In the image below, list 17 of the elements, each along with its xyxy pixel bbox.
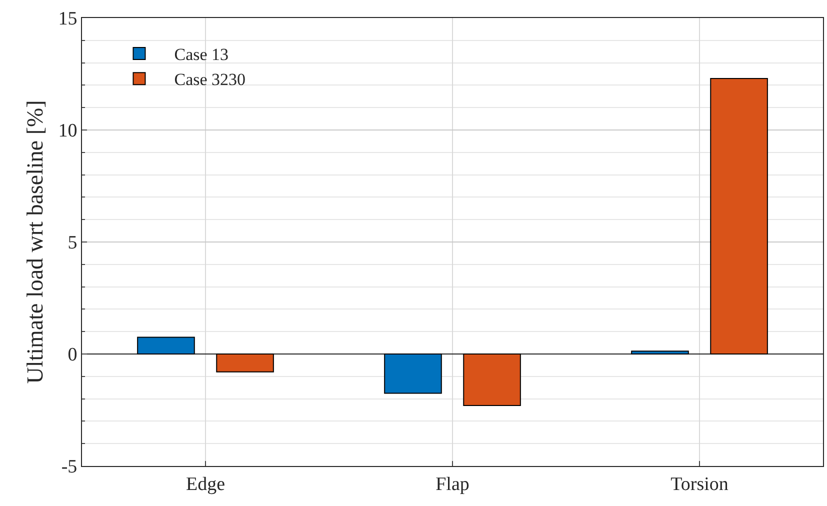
y-tick-label: 5 [68,232,78,254]
x-tick-label: Torsion [670,474,729,495]
x-tick-label: Edge [186,474,226,495]
x-tick-label: Flap [436,474,470,495]
legend-label: Case 3230 [174,70,246,90]
bar [137,336,195,354]
y-tick-label: 15 [58,8,78,30]
y-axis-title: Ultimate load wrt baseline [%] [22,100,48,384]
bar [631,350,689,354]
y-tick-label: 0 [68,344,78,366]
y-tick-label: 10 [58,120,78,142]
bar [463,354,521,406]
bar [710,78,768,354]
bar [216,354,274,372]
y-tick-label: -5 [61,456,78,478]
legend-label: Case 13 [174,45,229,64]
bar [384,354,442,394]
